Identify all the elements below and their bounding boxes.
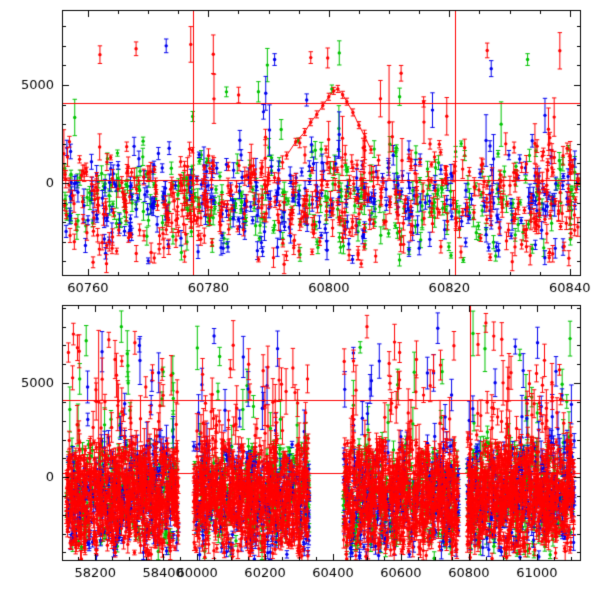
bottom-panel-chart [0,300,600,600]
top-panel-chart [0,0,600,300]
